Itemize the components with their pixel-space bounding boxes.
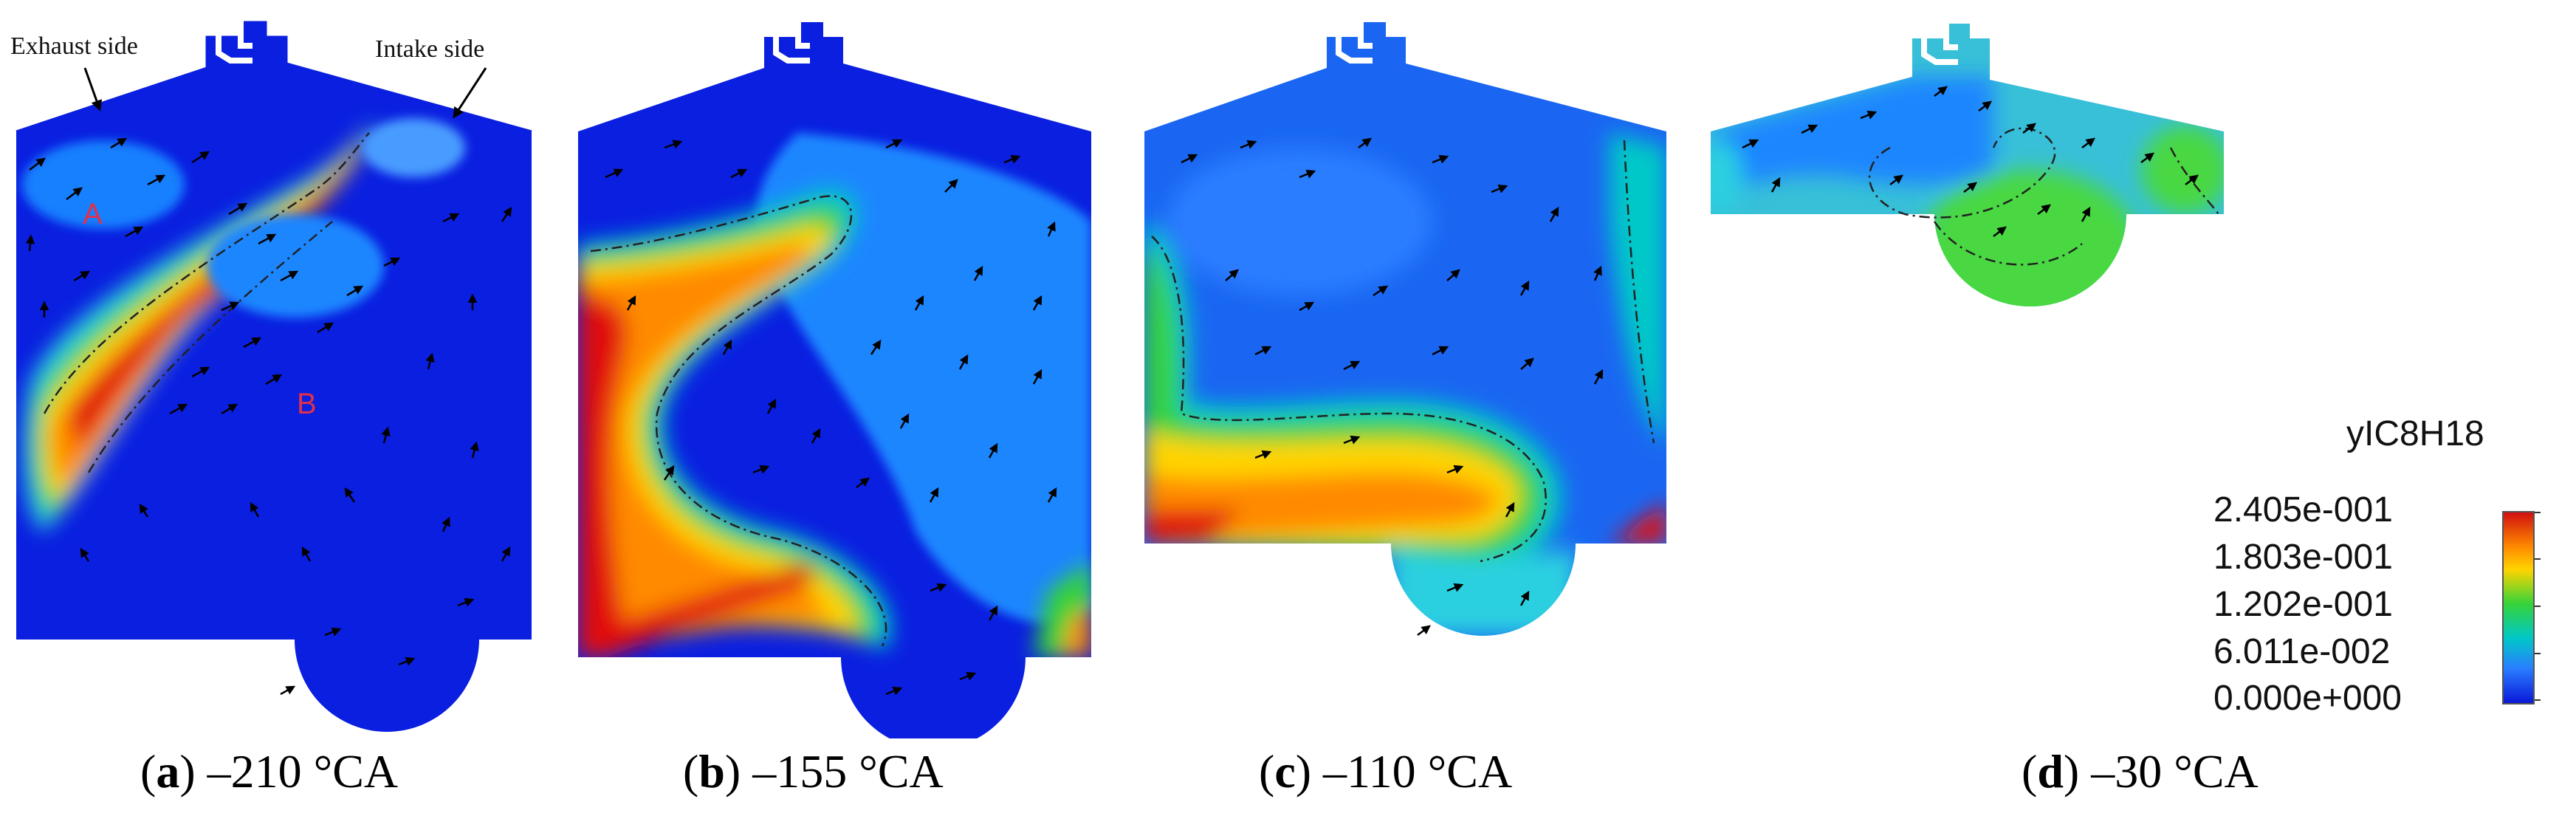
caption-panel-a: (a) –210 °CA xyxy=(140,745,399,798)
intake-side-label: Intake side xyxy=(375,35,485,63)
caption-letter: a xyxy=(156,745,180,798)
caption-angle: –155 °CA xyxy=(752,745,944,798)
zone-b-label: B xyxy=(297,388,317,420)
caption-letter: c xyxy=(1274,745,1296,798)
colorbar-tick-label: 0.000e+000 xyxy=(2213,679,2402,718)
zone-a-label: A xyxy=(83,198,103,230)
caption-panel-d: (d) –30 °CA xyxy=(2022,745,2259,798)
colorbar-tick-label: 6.011e-002 xyxy=(2213,632,2391,671)
caption-panel-b: (b) –155 °CA xyxy=(683,745,944,798)
caption-angle: –110 °CA xyxy=(1323,745,1513,798)
exhaust-side-label: Exhaust side xyxy=(10,32,138,60)
colorbar-tick-label: 1.803e-001 xyxy=(2213,538,2393,577)
panel-b-contour xyxy=(578,18,1091,738)
colorbar-tick-label: 1.202e-001 xyxy=(2213,585,2393,624)
colorbar-gradient xyxy=(2502,511,2535,704)
caption-angle: –30 °CA xyxy=(2091,745,2259,798)
caption-panel-c: (c) –110 °CA xyxy=(1259,745,1513,798)
colorbar-title: yIC8H18 xyxy=(2346,414,2484,453)
caption-angle: –210 °CA xyxy=(207,745,399,798)
panel-a-contour xyxy=(16,18,532,732)
panel-c-contour xyxy=(1144,18,1666,636)
panel-d-contour xyxy=(1711,19,2224,306)
colorbar-tick-label: 2.405e-001 xyxy=(2213,490,2393,529)
caption-letter: d xyxy=(2037,745,2064,798)
caption-letter: b xyxy=(698,745,725,798)
